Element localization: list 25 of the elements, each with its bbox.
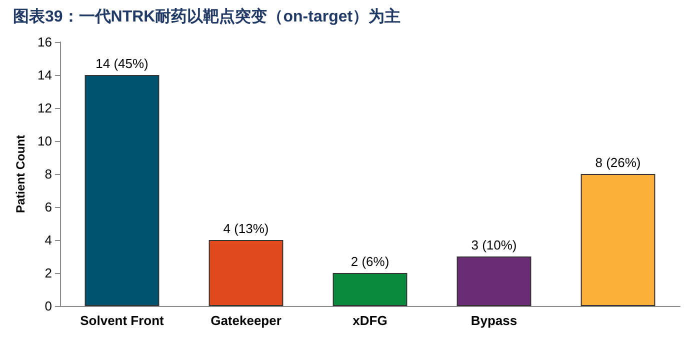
y-tick-label: 14 [38, 68, 52, 82]
y-tick-label: 0 [44, 298, 52, 314]
data-label: 3 (10%) [471, 238, 517, 252]
y-tick-label: 2 [44, 266, 52, 280]
y-tick-label: 12 [38, 100, 52, 116]
data-label: 2 (6%) [350, 254, 390, 269]
y-tick-label: 16 [38, 34, 52, 50]
chart-title: 图表39：一代NTRK耐药以靶点突变（on-target）为主 [13, 6, 401, 26]
bar [580, 174, 656, 306]
y-tick-label: 8 [44, 166, 52, 182]
y-axis-title: Patient Count [14, 135, 28, 213]
y-tick-label: 10 [38, 134, 52, 148]
bar [84, 75, 160, 306]
y-tick-label: 4 [44, 232, 52, 248]
x-tick-label: xDFG [352, 313, 388, 328]
bar [332, 273, 408, 306]
data-label: 14 (45%) [96, 56, 148, 71]
data-label: 4 (13%) [223, 221, 269, 236]
y-tick-label: 6 [44, 200, 52, 214]
x-tick-label: Gatekeeper [210, 313, 282, 328]
bar [456, 256, 532, 306]
x-tick-label: Bypass [470, 313, 518, 328]
data-label: 8 (26%) [595, 155, 641, 170]
bar [208, 240, 284, 306]
x-tick-label: Solvent Front [80, 313, 165, 328]
